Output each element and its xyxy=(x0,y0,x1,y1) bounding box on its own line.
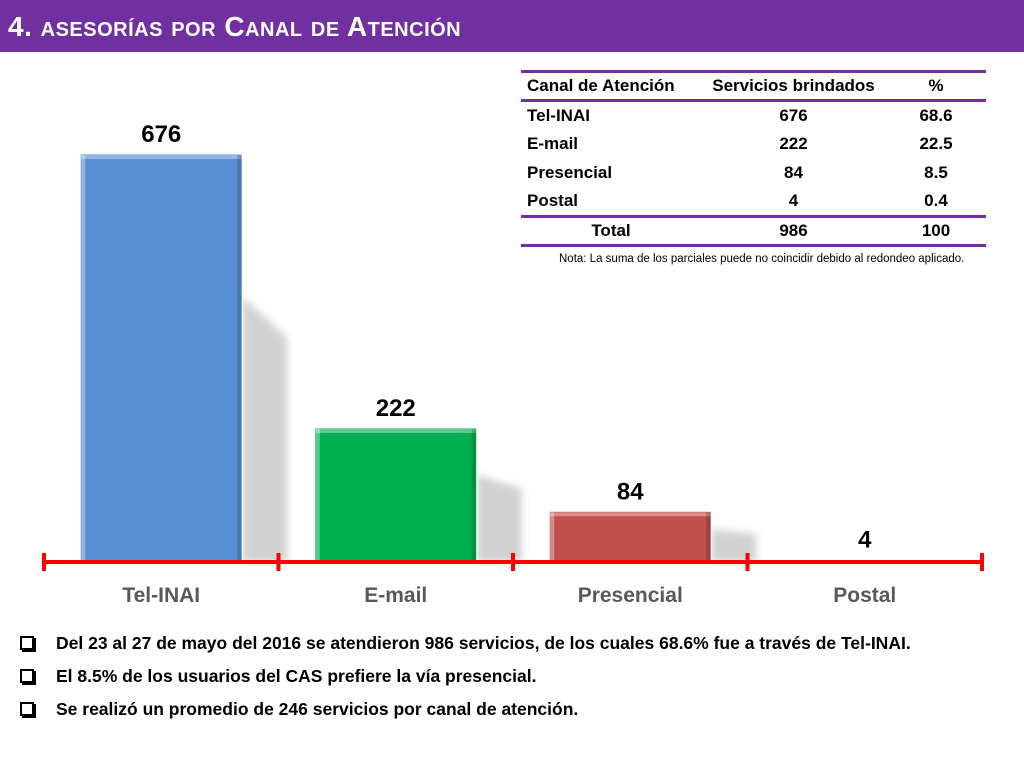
row-servicios: 222 xyxy=(779,134,808,153)
slide-title: 4. asesorías por Canal de Atención xyxy=(8,11,462,42)
bar-bevel-left xyxy=(550,512,555,561)
row-servicios: 84 xyxy=(784,163,803,182)
row-canal: Presencial xyxy=(527,163,613,182)
checkbox-bullet-icon xyxy=(20,636,34,650)
bar-bevel-top xyxy=(550,512,711,517)
bar-shadow xyxy=(242,296,288,562)
total-label: Total xyxy=(521,215,701,247)
bar-shadow xyxy=(711,529,757,562)
row-percent: 22.5 xyxy=(919,134,953,153)
bullet-item: Del 23 al 27 de mayo del 2016 se atendie… xyxy=(20,630,1020,663)
bar-chart: 676 Tel-INAI 222 E-mail 84 Presencial 4 Postal xyxy=(42,121,984,607)
data-label: 4 xyxy=(858,527,872,554)
data-label: 84 xyxy=(617,478,644,505)
row-servicios: 676 xyxy=(779,105,808,125)
header-percent: % xyxy=(886,70,986,102)
bar-bevel-top xyxy=(81,155,242,159)
table-row: E-mail 222 22.5 xyxy=(521,130,986,159)
table-header-row: Canal de Atención Servicios brindados % xyxy=(521,70,986,102)
row-canal: Postal xyxy=(527,191,579,211)
table-row: Presencial 84 8.5 xyxy=(521,159,986,188)
bullet-item: Se realizó un promedio de 246 servicios … xyxy=(20,696,1020,729)
bullet-text: Se realizó un promedio de 246 servicios … xyxy=(56,699,579,719)
header-servicios: Servicios brindados xyxy=(701,70,886,102)
row-percent: 8.5 xyxy=(924,163,948,182)
row-canal: E-mail xyxy=(527,134,579,153)
table-row: Postal 4 0.4 xyxy=(521,188,986,217)
services-table: Canal de Atención Servicios brindados % … xyxy=(521,70,986,247)
checkbox-bullet-icon xyxy=(20,702,34,716)
category-label: Presencial xyxy=(578,584,683,607)
row-servicios: 4 xyxy=(788,191,799,211)
row-percent: 68.6 xyxy=(919,105,953,125)
category-label: Postal xyxy=(833,584,896,607)
category-label: Tel-INAI xyxy=(122,584,200,607)
bar-bevel-top xyxy=(315,429,476,434)
bullet-list: Del 23 al 27 de mayo del 2016 se atendie… xyxy=(20,630,1020,729)
table-row: Tel-INAI 676 68.6 xyxy=(521,101,986,130)
bar-shadow xyxy=(476,474,522,562)
bar-bevel-right xyxy=(471,429,476,561)
bar-tel-inai xyxy=(79,153,243,563)
bullet-item: El 8.5% de los usuarios del CAS prefiere… xyxy=(20,663,1020,696)
bar-bevel-left xyxy=(315,429,320,561)
bar-bevel-right xyxy=(237,155,242,561)
row-percent: 0.4 xyxy=(924,191,948,211)
bar-bevel-left xyxy=(81,155,86,561)
table-note: Nota: La suma de los parciales puede no … xyxy=(559,253,965,265)
title-bar: 4. asesorías por Canal de Atención xyxy=(0,0,1024,52)
data-label: 222 xyxy=(376,395,416,422)
bar-presencial xyxy=(548,510,712,563)
bar-e-mail xyxy=(314,427,478,563)
header-canal: Canal de Atención xyxy=(521,70,701,102)
data-label: 676 xyxy=(141,121,181,148)
bar-bevel-right xyxy=(706,512,711,561)
total-percent: 100 xyxy=(886,215,986,247)
checkbox-bullet-icon xyxy=(20,669,34,683)
bullet-text: Del 23 al 27 de mayo del 2016 se atendie… xyxy=(56,633,911,653)
row-canal: Tel-INAI xyxy=(527,105,590,125)
total-servicios: 986 xyxy=(701,215,886,247)
table-total-row: Total 986 100 xyxy=(521,215,986,247)
bullet-text: El 8.5% de los usuarios del CAS prefiere… xyxy=(56,666,537,686)
category-label: E-mail xyxy=(364,584,427,607)
